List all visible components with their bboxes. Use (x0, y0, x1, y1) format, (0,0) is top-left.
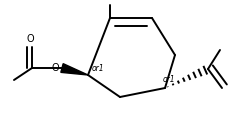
Text: O: O (26, 34, 34, 44)
Text: or1: or1 (163, 75, 175, 84)
Text: or1: or1 (92, 64, 104, 73)
Text: O: O (52, 63, 59, 73)
Polygon shape (61, 64, 88, 75)
